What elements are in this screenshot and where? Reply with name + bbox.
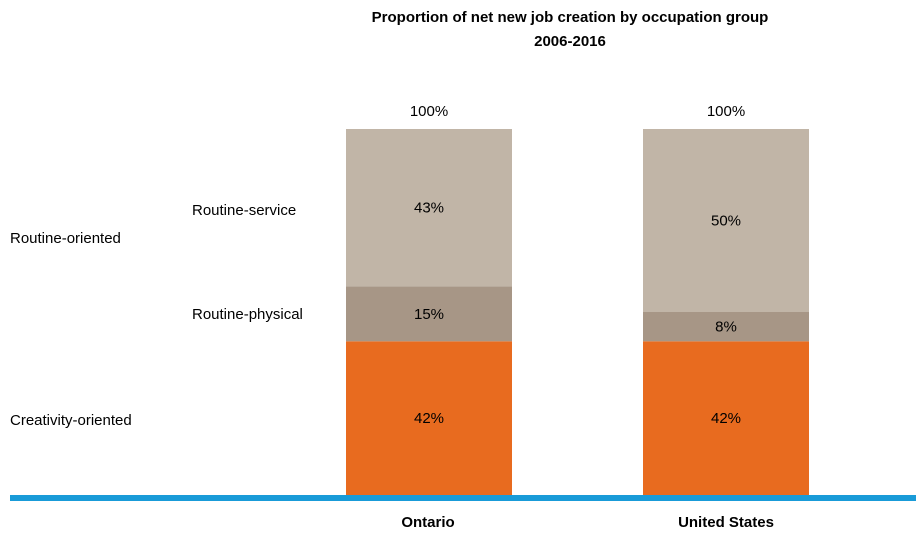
data-label-ontario-routine-service: 43%	[414, 200, 444, 217]
bar-united-states-creativity-oriented	[643, 341, 809, 495]
series-label-creativity-oriented: Creativity-oriented	[10, 412, 132, 429]
data-label-united-states-creativity-oriented: 42%	[711, 410, 741, 427]
chart-subtitle: 2006-2016	[534, 33, 606, 50]
baseline-axis	[10, 495, 916, 501]
series-label-routine-service: Routine-service	[192, 202, 296, 219]
bar-ontario-routine-service	[346, 129, 512, 287]
total-label-united-states: 100%	[707, 103, 745, 120]
bar-united-states-routine-service	[643, 129, 809, 312]
data-label-united-states-routine-service: 50%	[711, 213, 741, 230]
data-label-united-states-routine-physical: 8%	[715, 319, 737, 336]
bars-group: 42% 15% 43% 100% 42% 8% 50% 100%	[346, 103, 809, 495]
total-label-ontario: 100%	[410, 103, 448, 120]
data-label-ontario-routine-physical: 15%	[414, 306, 444, 323]
bar-ontario-creativity-oriented	[346, 341, 512, 495]
category-label-ontario: Ontario	[401, 514, 454, 531]
bar-united-states-routine-physical	[643, 312, 809, 342]
series-label-routine-physical: Routine-physical	[192, 306, 303, 323]
data-label-ontario-creativity-oriented: 42%	[414, 410, 444, 427]
group-label-routine-oriented: Routine-oriented	[10, 230, 121, 247]
bar-ontario-routine-physical	[346, 286, 512, 342]
chart-title: Proportion of net new job creation by oc…	[372, 9, 769, 26]
category-label-united-states: United States	[678, 514, 774, 531]
